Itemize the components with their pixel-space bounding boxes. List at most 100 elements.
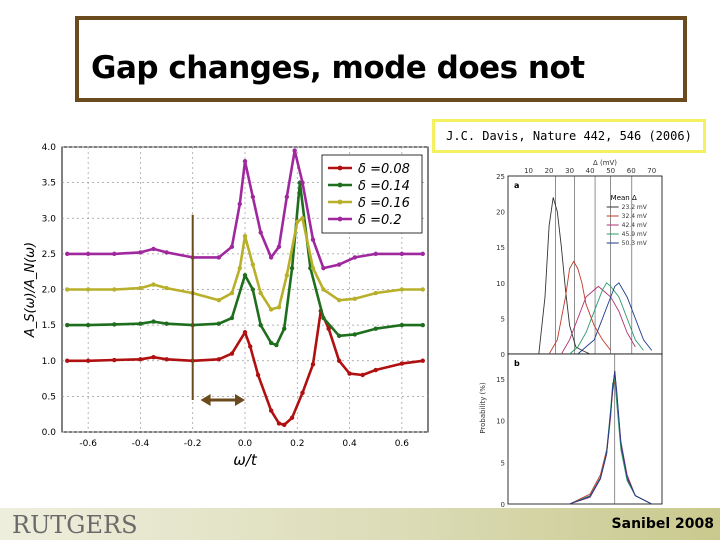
x-tick-label: -0.4 (132, 439, 150, 449)
data-point (373, 367, 378, 373)
data-point (310, 237, 316, 242)
data-point (250, 262, 256, 267)
legend-marker (337, 216, 343, 222)
data-point (326, 326, 331, 331)
x-tick-label: 0.2 (290, 439, 304, 449)
data-point (268, 340, 274, 346)
data-point (420, 358, 425, 363)
data-point (237, 201, 242, 207)
data-point (229, 351, 235, 356)
legend-label: δ =0.08 (358, 162, 410, 177)
gap-arrow-right-head (235, 393, 245, 406)
data-point (399, 251, 405, 257)
y-tick-label: 0.5 (42, 392, 56, 402)
data-point (352, 255, 357, 260)
y-tick-label-b: 5 (501, 459, 505, 467)
data-point (289, 265, 295, 271)
y-axis-label: Probability (%) (479, 382, 487, 434)
data-point (151, 282, 156, 287)
legend: δ =0.08 δ =0.14 δ =0.16 δ =0.2 (321, 154, 423, 234)
panel-b-series-2 (569, 378, 652, 505)
top-tick-label: 10 (524, 167, 533, 175)
top-tick-label: 50 (606, 167, 615, 175)
rutgers-logo: RUTGERS (12, 511, 138, 539)
legend-label: δ =0.14 (358, 179, 410, 194)
y-tick-label-a: 0 (501, 351, 505, 359)
panel-a-label: a (514, 181, 519, 190)
panel-b-series-5 (569, 372, 652, 505)
x-tick-label: -0.2 (184, 439, 202, 449)
top-axis-label: Δ (mV) (593, 159, 617, 167)
y-tick-label: 2.5 (42, 250, 56, 260)
panel-a-series-3 (561, 285, 636, 355)
data-point (310, 265, 316, 271)
panel-b-label: b (514, 359, 520, 368)
data-point (284, 273, 290, 278)
x-tick-label: 0.0 (238, 439, 253, 449)
data-point (112, 322, 117, 327)
data-point (268, 255, 274, 260)
legend-label: 42.4 mV (622, 222, 648, 229)
data-point (274, 342, 279, 348)
data-point (242, 330, 248, 335)
data-point (242, 233, 248, 239)
data-point (268, 408, 274, 413)
data-point (292, 148, 297, 153)
legend-label: 50.3 mV (622, 240, 648, 247)
top-tick-label: 30 (565, 167, 574, 175)
x-tick-label: -0.6 (79, 439, 97, 449)
data-point (300, 216, 305, 221)
data-point (420, 287, 425, 292)
data-point (138, 321, 143, 326)
y-tick-label: 1.0 (42, 357, 57, 367)
data-point (284, 194, 290, 200)
data-point (216, 357, 222, 362)
citation-box: J.C. Davis, Nature 442, 546 (2006) (432, 119, 706, 153)
data-point (216, 321, 222, 326)
data-point (65, 322, 70, 328)
data-point (151, 354, 156, 360)
legend-label: 45.9 mV (622, 231, 648, 238)
data-point (321, 265, 326, 271)
series-line (67, 309, 423, 427)
data-point (65, 358, 70, 363)
data-point (321, 315, 326, 321)
data-point (373, 251, 378, 257)
top-tick-label: 40 (586, 167, 595, 175)
data-point (85, 322, 91, 328)
data-point (138, 357, 143, 362)
probability-figure-panel: Δ (mV)10203040506070ab051015202505101501… (476, 158, 670, 523)
data-point (85, 358, 91, 363)
data-point (255, 372, 261, 378)
data-point (250, 287, 256, 292)
data-point (151, 246, 156, 252)
series-2 (65, 180, 425, 348)
data-point (300, 180, 305, 185)
data-point (112, 287, 117, 292)
data-point (242, 159, 248, 164)
y-tick-label-a: 10 (496, 280, 505, 288)
y-tick-label-a: 20 (496, 209, 505, 217)
series-line (67, 181, 423, 347)
y-tick-label: 3.5 (42, 179, 56, 189)
y-tick-label: 3.0 (42, 214, 57, 224)
y-tick-label: 4.0 (42, 143, 57, 153)
data-point (258, 290, 263, 296)
data-point (216, 297, 222, 303)
data-point (138, 250, 143, 255)
data-point (276, 244, 282, 249)
data-point (295, 219, 300, 225)
data-point (216, 255, 222, 260)
probability-chart: Δ (mV)10203040506070ab051015202505101501… (479, 159, 663, 523)
series-1 (65, 308, 425, 428)
data-point (336, 333, 342, 339)
data-point (276, 305, 282, 310)
data-point (420, 322, 425, 328)
y-tick-label-a: 25 (496, 173, 505, 181)
y-tick-label-a: 5 (501, 315, 505, 323)
data-point (164, 321, 169, 326)
data-point (352, 296, 357, 301)
gap-arrow-left-head (200, 393, 211, 406)
data-point (282, 422, 287, 428)
data-point (399, 322, 405, 328)
